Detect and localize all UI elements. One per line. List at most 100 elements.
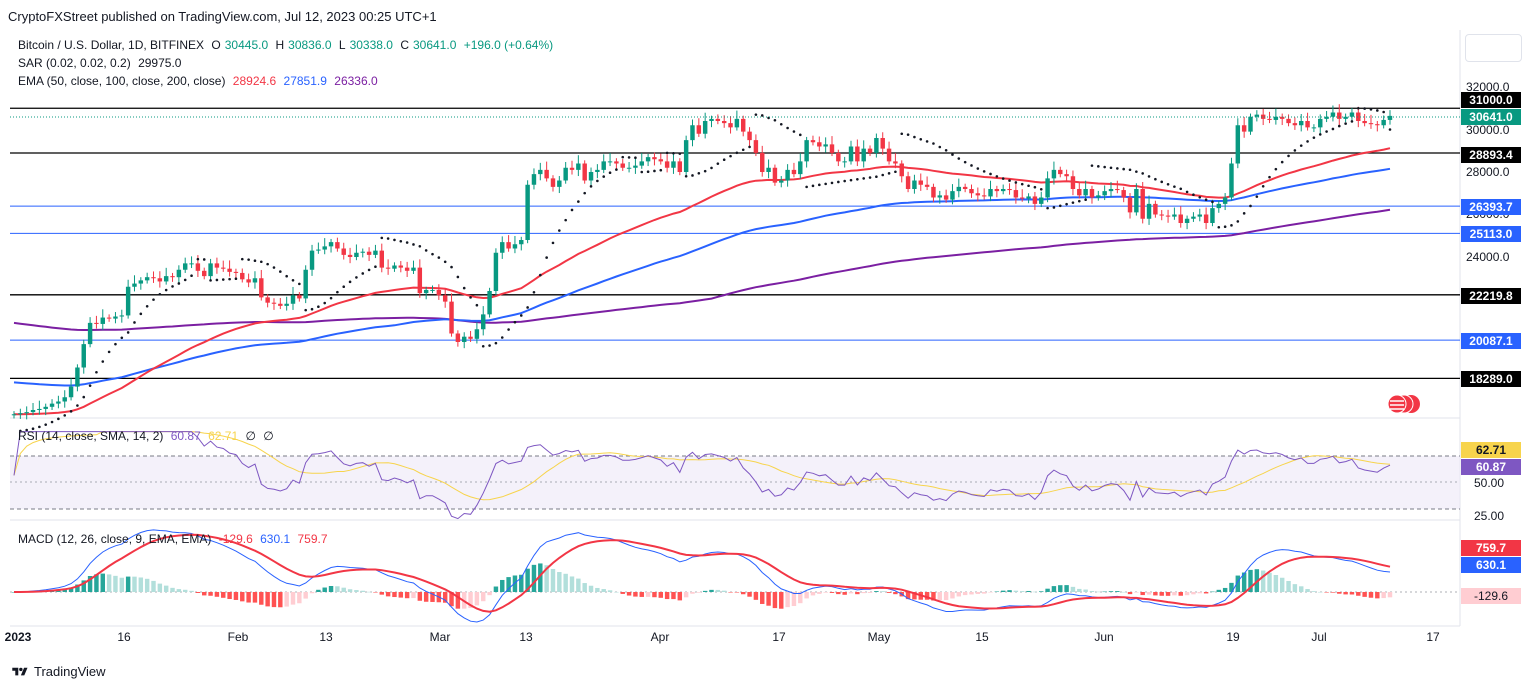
candle[interactable] xyxy=(11,411,17,419)
candle[interactable] xyxy=(702,112,708,139)
candle[interactable] xyxy=(652,152,657,166)
ema-legend[interactable]: EMA (50, close, 100, close, 200, close) … xyxy=(18,74,382,88)
candle[interactable] xyxy=(512,235,518,254)
candle[interactable] xyxy=(1286,114,1291,127)
candle[interactable] xyxy=(151,271,156,283)
candle[interactable] xyxy=(937,190,943,204)
candle[interactable] xyxy=(576,155,581,177)
macd-signal-line[interactable] xyxy=(14,533,1391,613)
candle[interactable] xyxy=(1032,191,1038,211)
candle[interactable] xyxy=(969,184,974,198)
candle[interactable] xyxy=(316,242,321,254)
candle[interactable] xyxy=(943,189,949,203)
candle[interactable] xyxy=(988,180,993,202)
candle[interactable] xyxy=(918,173,923,191)
candle[interactable] xyxy=(1013,183,1019,204)
candle[interactable] xyxy=(760,145,765,177)
candle[interactable] xyxy=(240,268,245,283)
candle[interactable] xyxy=(1210,199,1215,227)
candle[interactable] xyxy=(182,257,188,273)
candle[interactable] xyxy=(671,153,676,174)
candle[interactable] xyxy=(696,118,702,137)
candle[interactable] xyxy=(823,137,828,153)
candle[interactable] xyxy=(607,153,613,167)
candle[interactable] xyxy=(912,174,917,194)
candle[interactable] xyxy=(740,115,746,137)
candle[interactable] xyxy=(1375,121,1380,132)
candle[interactable] xyxy=(867,145,873,157)
candle[interactable] xyxy=(1026,193,1031,204)
candle[interactable] xyxy=(728,116,733,134)
candle[interactable] xyxy=(271,298,277,310)
candle[interactable] xyxy=(49,399,55,410)
candle[interactable] xyxy=(1051,161,1057,185)
candle[interactable] xyxy=(328,238,334,253)
candle[interactable] xyxy=(30,402,36,416)
candle[interactable] xyxy=(449,293,454,337)
candle[interactable] xyxy=(106,314,112,322)
candle[interactable] xyxy=(639,153,644,169)
candle[interactable] xyxy=(487,287,492,318)
candle[interactable] xyxy=(1349,108,1355,122)
candle[interactable] xyxy=(874,133,879,158)
candle[interactable] xyxy=(1229,157,1234,201)
candle[interactable] xyxy=(1356,106,1361,128)
candle[interactable] xyxy=(525,180,530,244)
candle[interactable] xyxy=(506,235,511,252)
candle[interactable] xyxy=(601,154,606,174)
candle[interactable] xyxy=(975,187,981,202)
candle[interactable] xyxy=(1077,181,1082,199)
candle[interactable] xyxy=(1045,171,1050,203)
candle[interactable] xyxy=(468,330,473,342)
candle[interactable] xyxy=(1381,115,1386,129)
candle[interactable] xyxy=(1083,180,1088,201)
candle[interactable] xyxy=(690,119,695,147)
candle[interactable] xyxy=(544,161,549,182)
candle[interactable] xyxy=(309,244,315,276)
candle[interactable] xyxy=(1121,186,1126,203)
candle[interactable] xyxy=(214,257,220,274)
candle[interactable] xyxy=(557,176,562,194)
candle[interactable] xyxy=(1070,170,1076,196)
candle[interactable] xyxy=(1235,118,1241,169)
candle[interactable] xyxy=(1096,190,1101,201)
candle[interactable] xyxy=(75,364,80,392)
candle[interactable] xyxy=(810,135,816,146)
candle[interactable] xyxy=(170,272,175,282)
candle[interactable] xyxy=(500,236,505,259)
candle[interactable] xyxy=(461,332,467,349)
candle[interactable] xyxy=(1134,183,1139,216)
candle[interactable] xyxy=(1000,184,1006,195)
candle[interactable] xyxy=(227,260,232,277)
candle[interactable] xyxy=(1248,113,1253,135)
candle[interactable] xyxy=(893,153,898,169)
candle[interactable] xyxy=(430,285,435,294)
candle[interactable] xyxy=(202,267,207,280)
candle[interactable] xyxy=(956,178,962,198)
candle[interactable] xyxy=(747,127,752,147)
candle[interactable] xyxy=(259,269,264,301)
candle[interactable] xyxy=(379,243,384,273)
candle[interactable] xyxy=(493,248,499,296)
candle[interactable] xyxy=(1222,193,1228,211)
candle[interactable] xyxy=(157,271,163,288)
candle[interactable] xyxy=(442,288,448,308)
rsi-legend[interactable]: RSI (14, close, SMA, 14, 2) 60.87 62.71 … xyxy=(18,429,278,443)
candle[interactable] xyxy=(163,267,169,285)
candle[interactable] xyxy=(836,149,841,167)
candle[interactable] xyxy=(347,247,353,264)
candle[interactable] xyxy=(436,284,442,300)
candle[interactable] xyxy=(1260,108,1266,126)
candle[interactable] xyxy=(1159,210,1164,221)
candle[interactable] xyxy=(176,265,182,284)
candle[interactable] xyxy=(417,259,423,298)
candle[interactable] xyxy=(1089,185,1095,204)
candle[interactable] xyxy=(341,242,346,260)
candle[interactable] xyxy=(68,378,74,401)
candle[interactable] xyxy=(1273,108,1279,125)
candle[interactable] xyxy=(1337,104,1342,126)
candle[interactable] xyxy=(233,268,239,280)
candle[interactable] xyxy=(208,258,213,281)
candle[interactable] xyxy=(221,260,226,272)
